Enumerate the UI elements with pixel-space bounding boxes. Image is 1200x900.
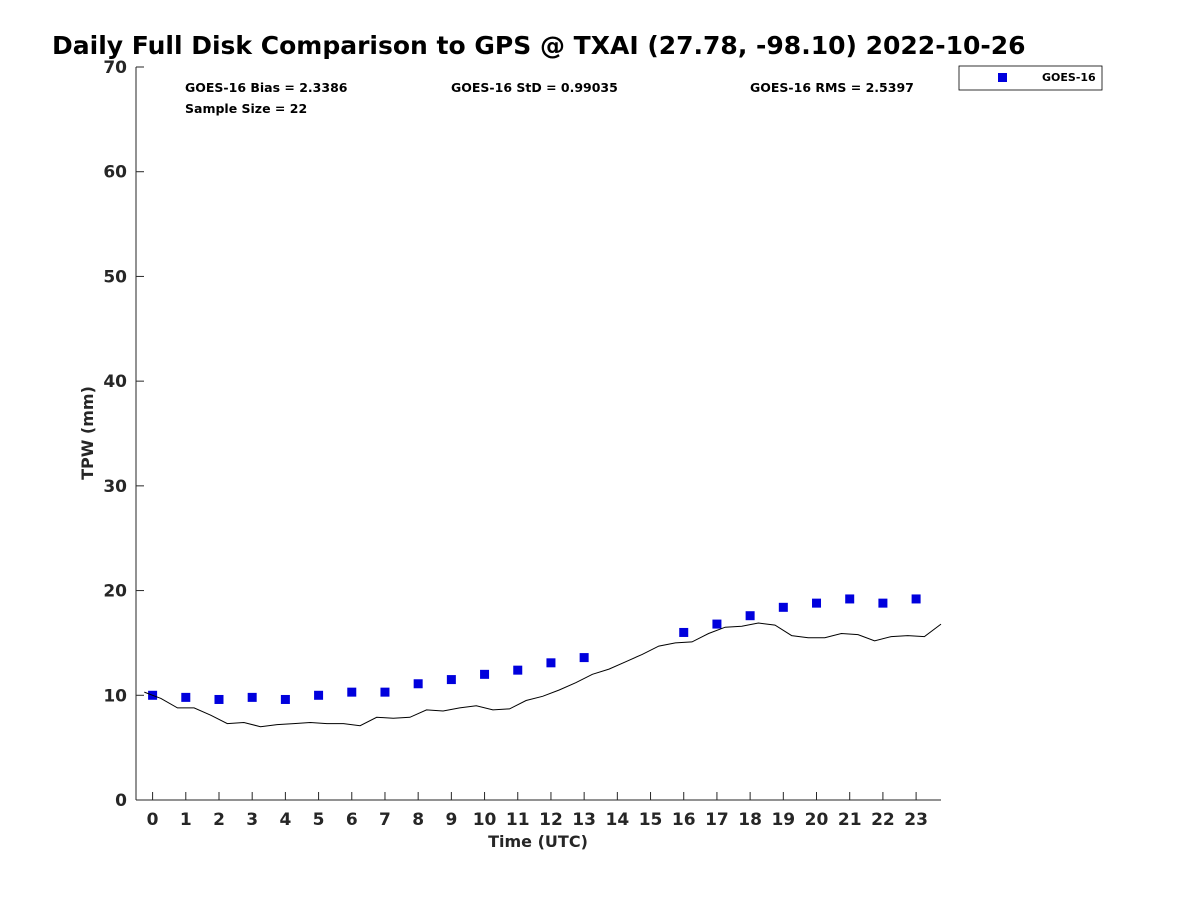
x-tick-label: 2 bbox=[213, 810, 225, 830]
legend: GOES-16 bbox=[958, 65, 1103, 91]
data-point bbox=[679, 627, 689, 637]
data-point bbox=[778, 602, 788, 612]
data-point bbox=[380, 687, 390, 697]
x-tick-label: 14 bbox=[606, 810, 630, 830]
legend-box bbox=[958, 65, 1103, 91]
x-tick-label: 4 bbox=[279, 810, 291, 830]
data-point bbox=[480, 669, 490, 679]
x-tick-label: 3 bbox=[246, 810, 258, 830]
x-tick-label: 18 bbox=[738, 810, 762, 830]
x-axis-label: Time (UTC) bbox=[488, 832, 588, 851]
data-point bbox=[181, 692, 191, 702]
x-tick-label: 22 bbox=[871, 810, 895, 830]
x-tick-label: 7 bbox=[379, 810, 391, 830]
y-tick-label: 50 bbox=[103, 267, 127, 287]
data-point bbox=[712, 619, 722, 629]
x-tick-label: 10 bbox=[473, 810, 497, 830]
data-point bbox=[745, 611, 755, 621]
x-tick-label: 19 bbox=[771, 810, 795, 830]
y-tick-label: 10 bbox=[103, 686, 127, 706]
data-point bbox=[812, 598, 822, 608]
x-tick-label: 11 bbox=[506, 810, 530, 830]
x-tick-label: 9 bbox=[445, 810, 457, 830]
data-point bbox=[546, 658, 556, 668]
chart-title: Daily Full Disk Comparison to GPS @ TXAI… bbox=[52, 31, 1026, 60]
rms-stat: GOES-16 RMS = 2.5397 bbox=[750, 80, 914, 95]
std-stat: GOES-16 StD = 0.99035 bbox=[451, 80, 618, 95]
x-tick-label: 15 bbox=[639, 810, 663, 830]
legend-marker bbox=[998, 73, 1007, 82]
data-point bbox=[280, 694, 290, 704]
y-tick-label: 40 bbox=[103, 372, 127, 392]
data-point bbox=[579, 653, 589, 663]
y-tick-label: 0 bbox=[115, 791, 127, 811]
data-point bbox=[247, 692, 257, 702]
data-point bbox=[413, 679, 423, 689]
y-tick-label: 30 bbox=[103, 477, 127, 497]
data-point bbox=[513, 665, 523, 675]
x-tick-label: 13 bbox=[572, 810, 596, 830]
y-axis-label: TPW (mm) bbox=[78, 386, 97, 480]
x-tick-label: 0 bbox=[147, 810, 159, 830]
y-tick-label: 70 bbox=[103, 58, 127, 78]
x-tick-label: 20 bbox=[805, 810, 829, 830]
data-point bbox=[214, 694, 224, 704]
x-tick-label: 5 bbox=[313, 810, 325, 830]
legend-label: GOES-16 bbox=[1042, 71, 1096, 84]
x-tick-label: 16 bbox=[672, 810, 696, 830]
sample-size-stat: Sample Size = 22 bbox=[185, 101, 307, 116]
x-tick-label: 8 bbox=[412, 810, 424, 830]
data-point bbox=[845, 594, 855, 604]
x-tick-label: 23 bbox=[904, 810, 928, 830]
data-point bbox=[314, 690, 324, 700]
x-tick-label: 21 bbox=[838, 810, 862, 830]
y-tick-label: 60 bbox=[103, 163, 127, 183]
data-point bbox=[878, 598, 888, 608]
data-point bbox=[446, 675, 456, 685]
bias-stat: GOES-16 Bias = 2.3386 bbox=[185, 80, 348, 95]
data-point bbox=[911, 594, 921, 604]
data-point bbox=[347, 687, 357, 697]
x-tick-label: 17 bbox=[705, 810, 729, 830]
x-tick-label: 12 bbox=[539, 810, 563, 830]
y-tick-label: 20 bbox=[103, 582, 127, 602]
gps-line bbox=[144, 622, 942, 728]
x-tick-label: 6 bbox=[346, 810, 358, 830]
x-tick-label: 1 bbox=[180, 810, 192, 830]
